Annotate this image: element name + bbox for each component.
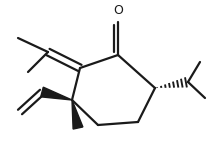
Polygon shape	[72, 100, 83, 129]
Text: O: O	[113, 4, 123, 17]
Polygon shape	[41, 87, 72, 100]
